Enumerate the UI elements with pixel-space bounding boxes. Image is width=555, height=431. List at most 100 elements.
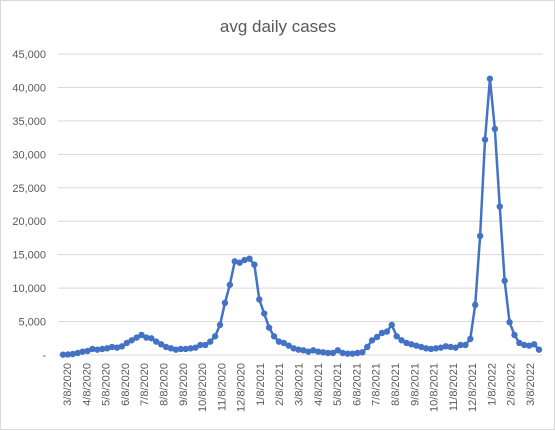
data-point xyxy=(452,344,459,351)
data-point xyxy=(373,333,381,341)
data-point xyxy=(398,337,405,344)
y-tick-label: 10,000 xyxy=(12,283,46,295)
data-point xyxy=(94,346,101,353)
data-point xyxy=(256,296,263,303)
data-point xyxy=(462,341,469,349)
data-point xyxy=(231,258,238,265)
data-point xyxy=(226,281,234,288)
data-point xyxy=(305,348,312,355)
data-point xyxy=(103,345,111,352)
data-point xyxy=(511,331,518,339)
x-tick-label: 2/8/2022 xyxy=(506,363,518,406)
y-tick-label: 15,000 xyxy=(12,250,46,262)
x-tick-label: 8/8/2020 xyxy=(158,363,170,406)
data-point xyxy=(295,346,302,353)
data-point xyxy=(393,333,400,340)
data-point xyxy=(128,337,135,344)
data-point xyxy=(172,346,180,353)
x-tick-label: 4/8/2021 xyxy=(313,363,325,406)
gridlines xyxy=(58,53,543,356)
data-point xyxy=(491,125,499,133)
data-point xyxy=(486,75,494,82)
data-point xyxy=(388,321,395,329)
data-point xyxy=(236,259,243,266)
data-point xyxy=(339,349,346,357)
data-point xyxy=(216,321,224,329)
data-point xyxy=(202,341,209,349)
data-point xyxy=(472,301,479,309)
x-tick-label: 8/8/2021 xyxy=(390,363,402,406)
data-point xyxy=(275,338,283,345)
x-tick-label: 2/8/2021 xyxy=(274,363,286,406)
data-point xyxy=(310,347,317,354)
x-tick-label: 6/8/2021 xyxy=(351,363,363,406)
data-point xyxy=(349,350,356,357)
data-point xyxy=(432,345,440,352)
x-tick-label: 11/8/2021 xyxy=(448,363,460,411)
data-point xyxy=(290,345,297,352)
data-point xyxy=(84,347,91,355)
data-point xyxy=(422,345,430,352)
data-point xyxy=(447,343,454,351)
data-point xyxy=(442,343,449,350)
data-point xyxy=(246,255,253,262)
x-tick-label: 4/8/2020 xyxy=(81,363,93,406)
data-point xyxy=(280,339,288,347)
data-point xyxy=(182,345,189,353)
data-point xyxy=(89,345,96,353)
x-tick-label: 1/8/2021 xyxy=(255,363,267,406)
data-point xyxy=(516,339,523,347)
data-point xyxy=(319,349,327,356)
data-point xyxy=(113,344,121,351)
data-point xyxy=(167,345,175,352)
data-point xyxy=(99,345,106,353)
data-point xyxy=(354,349,361,357)
data-point xyxy=(123,339,130,347)
data-point xyxy=(153,338,160,345)
data-point xyxy=(221,299,229,307)
x-tick-label: 10/8/2021 xyxy=(429,363,441,412)
data-point xyxy=(506,319,513,326)
data-point xyxy=(261,310,268,317)
data-point xyxy=(383,328,391,335)
data-point xyxy=(535,346,543,353)
data-point xyxy=(427,345,435,353)
series-line xyxy=(62,77,540,356)
data-point xyxy=(187,345,194,352)
x-tick-label: 3/8/2020 xyxy=(62,363,74,406)
data-point xyxy=(403,339,410,347)
y-tick-label: 25,000 xyxy=(12,183,46,195)
data-point xyxy=(148,335,155,342)
data-point xyxy=(162,343,170,351)
x-tick-label: 3/8/2021 xyxy=(294,363,306,406)
data-point xyxy=(157,341,165,348)
data-point xyxy=(378,329,386,337)
data-point xyxy=(241,256,248,264)
y-tick-label: 40,000 xyxy=(12,82,46,94)
data-point xyxy=(501,277,508,284)
data-point xyxy=(467,335,474,343)
y-tick-label: 20,000 xyxy=(12,216,46,228)
data-point xyxy=(211,333,219,340)
data-point xyxy=(285,342,292,349)
x-tick-label: 5/8/2021 xyxy=(332,363,344,406)
data-point xyxy=(329,349,337,357)
data-point xyxy=(344,350,351,357)
data-point xyxy=(207,338,214,345)
x-tick-label: 9/8/2020 xyxy=(178,363,190,406)
x-tick-label: 12/8/2021 xyxy=(467,363,479,412)
x-tick-label: 9/8/2021 xyxy=(409,363,421,406)
data-point xyxy=(359,349,366,356)
y-tick-label: 30,000 xyxy=(12,149,46,161)
data-point xyxy=(138,331,145,339)
data-point xyxy=(521,341,528,349)
data-point xyxy=(300,347,307,354)
data-point xyxy=(324,349,332,357)
data-point xyxy=(192,344,199,351)
x-tick-label: 3/8/2022 xyxy=(525,363,537,406)
data-point xyxy=(251,261,258,268)
y-tick-label: 5,000 xyxy=(18,317,46,329)
data-point xyxy=(418,343,425,351)
